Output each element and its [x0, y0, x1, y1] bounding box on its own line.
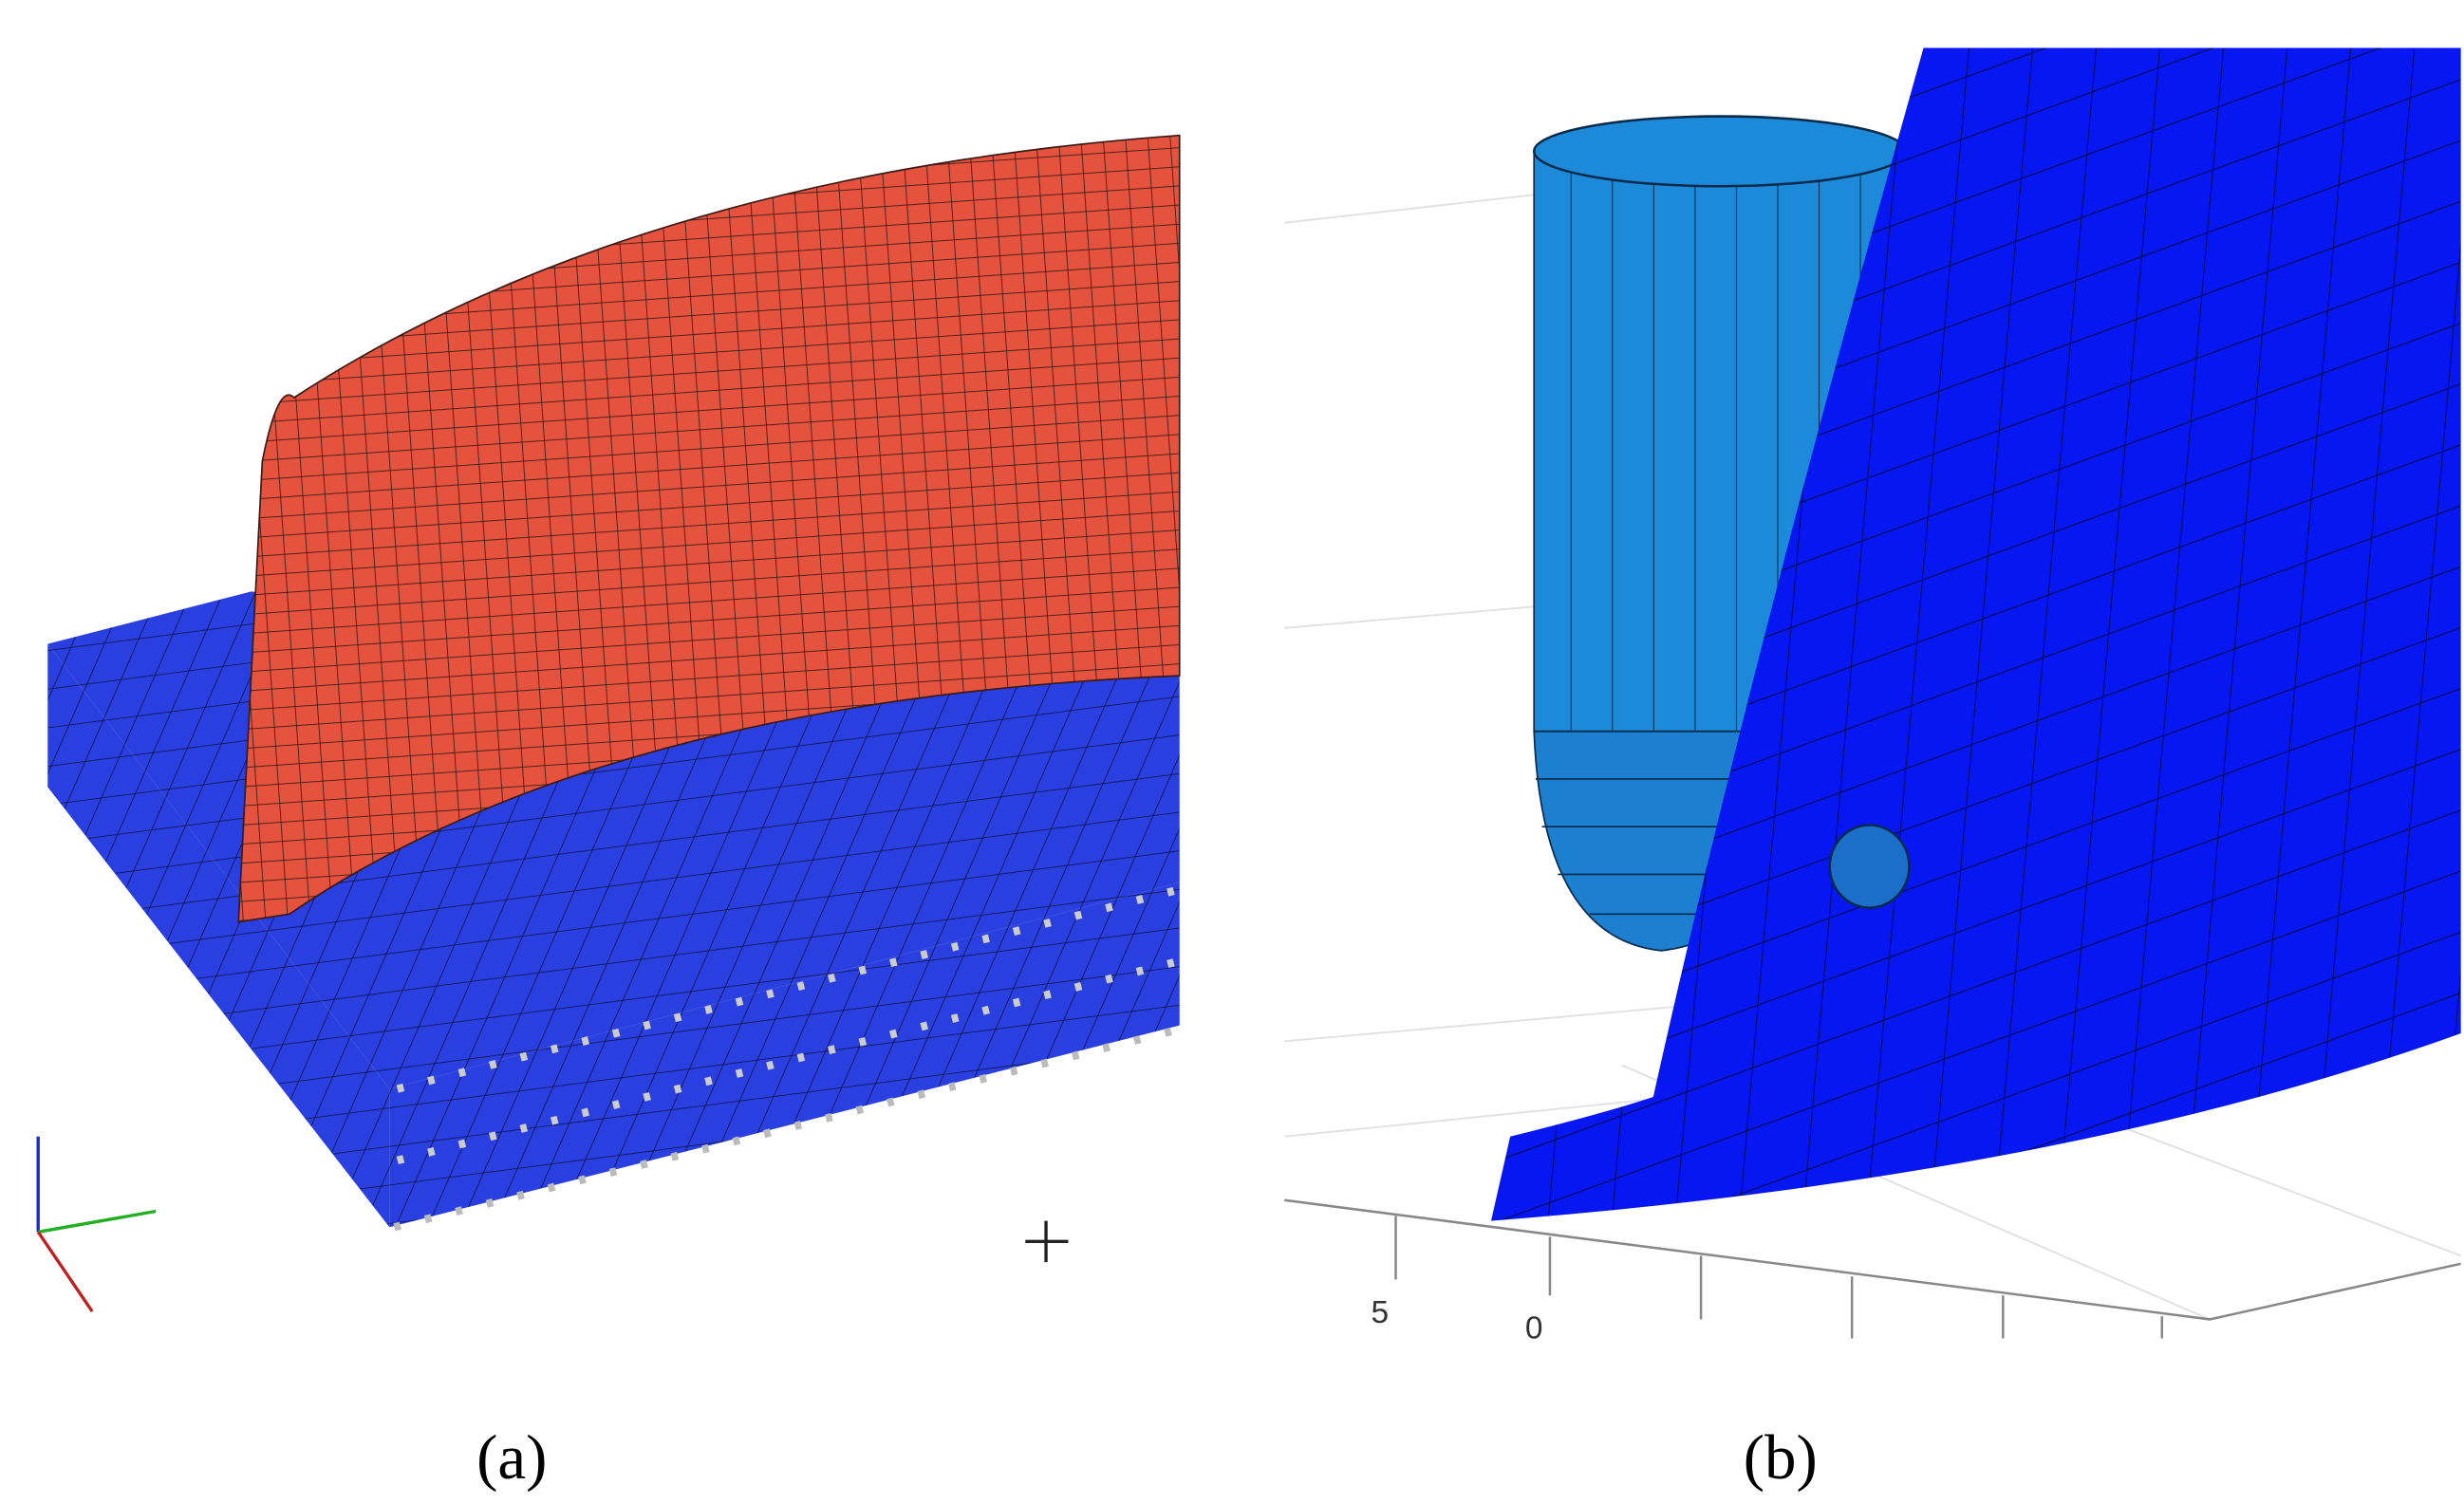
blade-sheet — [1490, 47, 2461, 1221]
axis-x — [36, 1231, 94, 1312]
cursor-cross — [1025, 1220, 1069, 1263]
contact-spot — [1828, 824, 1911, 909]
red-wall — [237, 134, 1181, 923]
constraint-row — [396, 886, 1178, 1093]
constraint-row — [396, 957, 1178, 1164]
z-tick-label: 5 — [1371, 1295, 1389, 1330]
panel-a: (a) — [36, 134, 1181, 1493]
slab-left-face — [47, 643, 390, 1228]
axis-y — [37, 1209, 157, 1234]
panel-label: (b) — [1744, 1422, 1818, 1493]
panel-b: 5 0 (b) — [1284, 47, 2464, 1493]
panel-label: (a) — [476, 1422, 547, 1493]
axis-box — [1284, 1198, 2461, 1339]
z-tick-label: 0 — [1525, 1311, 1543, 1346]
slab-front-face — [389, 882, 1180, 1228]
constraint-row — [393, 1026, 1178, 1232]
cup-rim — [1532, 115, 1908, 188]
